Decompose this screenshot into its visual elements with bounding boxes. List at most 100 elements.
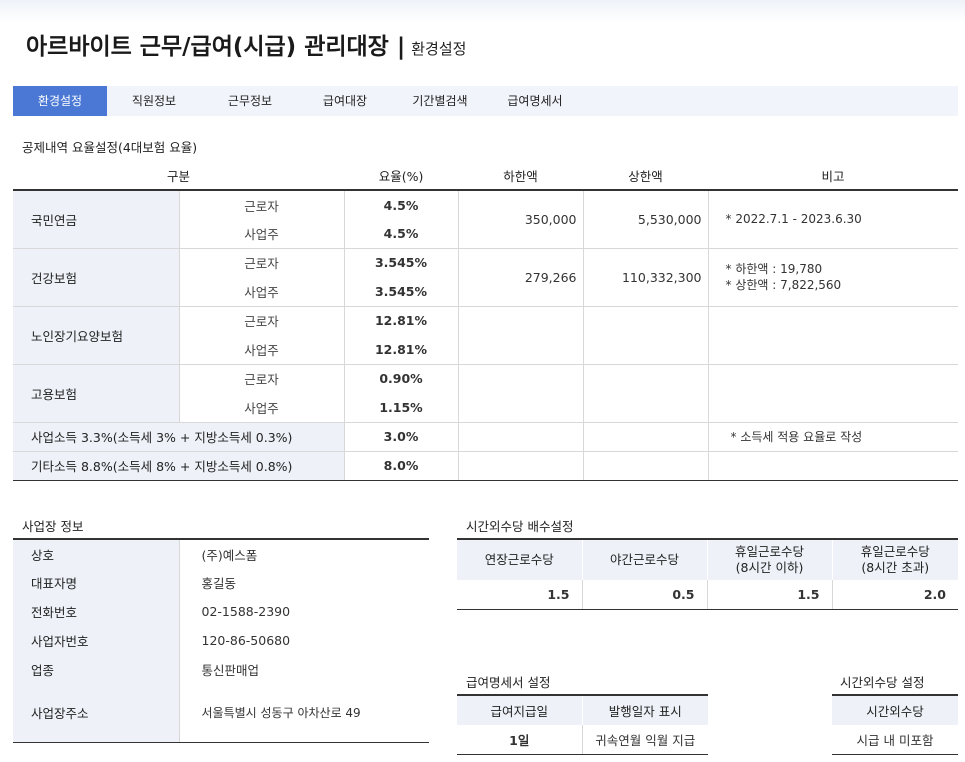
pension-worker-rate[interactable]: 4.5% xyxy=(344,190,459,219)
ltc-lower-limit[interactable] xyxy=(458,306,584,365)
business-income-rate[interactable]: 3.0% xyxy=(344,422,459,452)
header-line-sub: (8시간 이하) xyxy=(735,560,804,575)
row-label-other-income: 기타소득 8.8%(소득세 8% + 지방소득세 0.8%) xyxy=(13,451,345,481)
worker-label: 근로자 xyxy=(179,248,345,277)
ltc-employer-rate[interactable]: 12.81% xyxy=(344,335,459,365)
business-type-value[interactable]: 통신판매업 xyxy=(201,663,260,678)
header-line: 휴일근로수당 xyxy=(734,544,804,559)
overtime-allowance-value[interactable]: 시급 내 미포함 xyxy=(832,725,958,755)
health-note: * 하한액 : 19,780 * 상한액 : 7,822,560 xyxy=(708,248,959,307)
tab-bar: 환경설정 직원정보 근무정보 급여대장 기간별검색 급여명세서 xyxy=(13,86,958,116)
business-income-lower xyxy=(458,422,584,452)
health-upper-limit[interactable]: 110,332,300 xyxy=(583,248,709,307)
business-income-note: * 소득세 적용 요율로 작성 xyxy=(708,422,959,452)
health-lower-limit[interactable]: 279,266 xyxy=(458,248,584,307)
table-header-row: 구분 요율(%) 하한액 상한액 비고 xyxy=(13,162,959,191)
header-pay-day: 급여지급일 xyxy=(457,695,583,725)
reg-number-value[interactable]: 120-86-50680 xyxy=(201,633,291,648)
employment-employer-rate[interactable]: 1.15% xyxy=(344,393,459,423)
tab-employee-info[interactable]: 직원정보 xyxy=(131,94,177,108)
employment-upper-limit[interactable] xyxy=(583,364,709,423)
health-employer-rate[interactable]: 3.545% xyxy=(344,277,459,307)
business-section-title: 사업장 정보 xyxy=(22,519,84,534)
other-income-upper xyxy=(583,451,709,481)
table-row: 사업자번호 120-86-50680 xyxy=(13,626,429,655)
night-work-multiplier[interactable]: 0.5 xyxy=(582,580,708,610)
table-row: 1일 귀속연월 익월 지급 xyxy=(457,725,708,755)
business-label-address: 사업장주소 xyxy=(13,684,180,743)
employment-lower-limit[interactable] xyxy=(458,364,584,423)
tab-settings[interactable]: 환경설정 xyxy=(13,86,107,116)
business-label-name: 상호 xyxy=(13,539,180,568)
business-label-reg-number: 사업자번호 xyxy=(13,626,180,655)
ltc-note xyxy=(708,306,959,365)
employer-label: 사업주 xyxy=(179,219,345,249)
table-row: 기타소득 8.8%(소득세 8% + 지방소득세 0.8%) 8.0% xyxy=(13,451,959,481)
tab-period-search[interactable]: 기간별검색 xyxy=(412,94,468,108)
table-row: 전화번호 02-1588-2390 xyxy=(13,597,429,626)
page-title: 아르바이트 근무/급여(시급) 관리대장 | 환경설정 xyxy=(26,27,466,61)
header-rate: 요율(%) xyxy=(344,162,459,191)
header-holiday-over-8h: 휴일근로수당 (8시간 초과) xyxy=(832,539,958,580)
table-row: 국민연금 근로자 4.5% 350,000 5,530,000 * 2022.7… xyxy=(13,190,959,249)
overtime-multiplier-table: 연장근로수당 야간근로수당 휴일근로수당 (8시간 이하) 휴일근로수당 (8시간 … xyxy=(457,538,958,610)
tab-work-info[interactable]: 근무정보 xyxy=(227,94,273,108)
other-income-note xyxy=(708,451,959,481)
table-row: 시급 내 미포함 xyxy=(832,725,958,755)
business-label-phone: 전화번호 xyxy=(13,597,180,626)
table-row: 사업주 3.545% xyxy=(13,277,958,307)
employer-label: 사업주 xyxy=(179,277,345,307)
worker-label: 근로자 xyxy=(179,190,345,219)
worker-label: 근로자 xyxy=(179,306,345,335)
pension-note: * 2022.7.1 - 2023.6.30 xyxy=(708,190,959,249)
row-label-business-income: 사업소득 3.3%(소득세 3% + 지방소득세 0.3%) xyxy=(13,422,345,452)
tab-payroll-ledger[interactable]: 급여대장 xyxy=(322,94,368,108)
header-line: 야간근로수당 xyxy=(609,552,679,567)
table-row: 사업주 4.5% xyxy=(13,219,958,249)
employment-worker-rate[interactable]: 0.90% xyxy=(344,364,459,393)
header-bar xyxy=(0,0,965,86)
business-name-value[interactable]: (주)예스폼 xyxy=(201,547,258,563)
extended-work-multiplier[interactable]: 1.5 xyxy=(457,580,583,610)
pension-lower-limit[interactable]: 350,000 xyxy=(458,190,584,249)
phone-value[interactable]: 02-1588-2390 xyxy=(201,604,291,619)
business-label-type: 업종 xyxy=(13,655,180,684)
issue-date-display-value[interactable]: 귀속연월 익월 지급 xyxy=(582,725,708,755)
pension-employer-rate[interactable]: 4.5% xyxy=(344,219,459,249)
ceo-name-value[interactable]: 홍길동 xyxy=(201,576,237,591)
employment-note xyxy=(708,364,959,423)
app-title: 아르바이트 근무/급여(시급) 관리대장 xyxy=(26,34,389,60)
business-info-table: 상호 (주)예스폼 대표자명 홍길동 전화번호 02-1588-2390 사업자… xyxy=(13,538,429,743)
employer-label: 사업주 xyxy=(179,393,345,423)
table-row: 1.5 0.5 1.5 2.0 xyxy=(457,580,958,610)
health-worker-rate[interactable]: 3.545% xyxy=(344,248,459,277)
business-label-ceo: 대표자명 xyxy=(13,568,180,597)
holiday-over-8h-multiplier[interactable]: 2.0 xyxy=(832,580,958,610)
table-row: 사업주 1.15% xyxy=(13,393,958,423)
table-header-row: 급여지급일 발행일자 표시 xyxy=(457,695,708,725)
deduction-rate-table: 구분 요율(%) 하한액 상한액 비고 국민연금 근로자 4.5% 350,00… xyxy=(13,162,959,481)
business-income-upper xyxy=(583,422,709,452)
health-note-lower: * 하한액 : 19,780 xyxy=(725,262,823,276)
table-row: 상호 (주)예스폼 xyxy=(13,539,429,568)
tab-payslip[interactable]: 급여명세서 xyxy=(507,94,563,108)
table-row: 고용보험 근로자 0.90% xyxy=(13,364,959,423)
table-row: 노인장기요양보험 근로자 12.81% xyxy=(13,306,959,365)
header-overtime-allowance: 시간외수당 xyxy=(832,695,958,725)
table-row: 사업장주소 서울특별시 성동구 아차산로 49 xyxy=(13,684,429,743)
page-subtitle: 환경설정 xyxy=(411,40,467,58)
address-value[interactable]: 서울특별시 성동구 아차산로 49 xyxy=(179,684,429,743)
pay-day-value[interactable]: 1일 xyxy=(457,725,583,755)
table-row: 사업주 12.81% xyxy=(13,335,958,365)
overtime-multiplier-title: 시간외수당 배수설정 xyxy=(466,519,574,534)
table-row: 대표자명 홍길동 xyxy=(13,568,429,597)
ltc-worker-rate[interactable]: 12.81% xyxy=(344,306,459,335)
pension-upper-limit[interactable]: 5,530,000 xyxy=(583,190,709,249)
health-note-upper: * 상한액 : 7,822,560 xyxy=(725,278,842,292)
header-line-sub: (8시간 초과) xyxy=(861,560,930,575)
other-income-rate[interactable]: 8.0% xyxy=(344,451,459,481)
ltc-upper-limit[interactable] xyxy=(583,306,709,365)
table-header-row: 시간외수당 xyxy=(832,695,958,725)
overtime-setting-title: 시간외수당 설정 xyxy=(840,675,925,690)
holiday-under-8h-multiplier[interactable]: 1.5 xyxy=(707,580,833,610)
